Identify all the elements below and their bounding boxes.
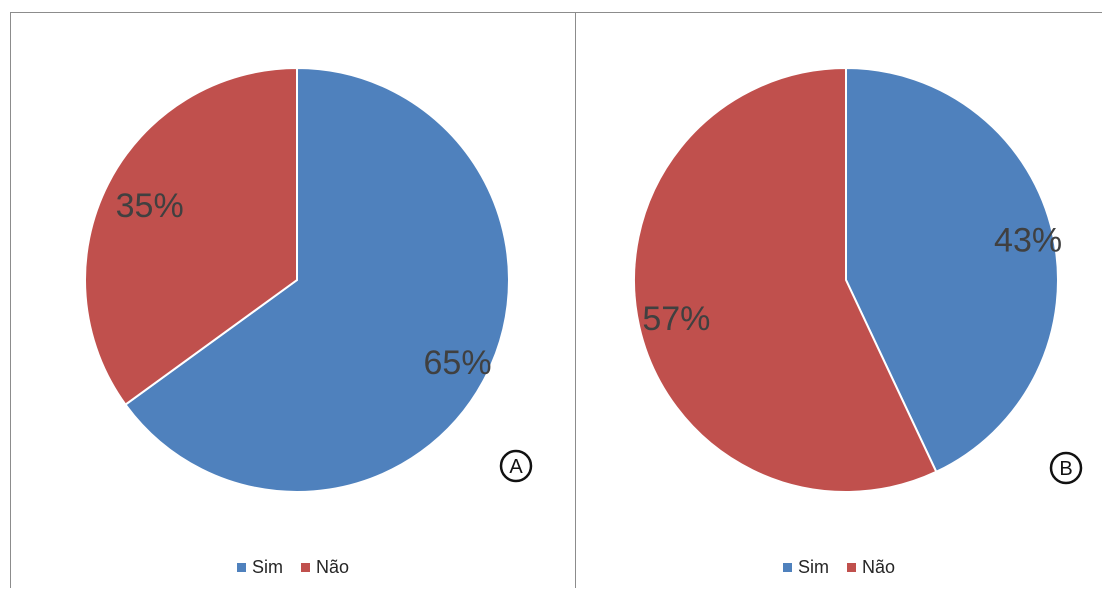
legend-b: Sim Não	[576, 557, 1102, 578]
svg-text:A: A	[509, 456, 523, 478]
data-label-nao: 35%	[116, 187, 184, 225]
legend-label-nao: Não	[315, 557, 350, 577]
pie-slice-sim	[124, 66, 510, 493]
legend-label-sim: Sim	[251, 557, 283, 577]
legend-swatch-sim	[236, 563, 246, 572]
pie-slice-nao	[84, 66, 298, 407]
pie-chart-b: 43% 57% B	[633, 66, 1083, 493]
legend-swatch-nao	[300, 563, 310, 572]
pie-chart-a: 65% 35% A	[84, 66, 533, 493]
chart-panel-b: 43% 57% B Sim Não	[575, 12, 1102, 588]
legend-item-sim: Sim	[782, 557, 829, 578]
pie-slice-sim	[845, 66, 1059, 474]
legend-swatch-nao	[846, 563, 856, 572]
data-label-sim: 65%	[424, 344, 492, 382]
legend-label-sim: Sim	[797, 557, 829, 577]
data-label-nao: 57%	[642, 300, 710, 338]
legend-label-nao: Não	[861, 557, 896, 577]
legend-swatch-sim	[782, 563, 792, 572]
data-label-sim: 43%	[994, 221, 1062, 259]
legend-item-nao: Não	[300, 557, 350, 578]
legend-item-sim: Sim	[236, 557, 283, 578]
legend-a: Sim Não	[11, 557, 575, 578]
chart-badge: B	[1049, 451, 1083, 485]
chart-panel-a: 65% 35% A Sim Não	[10, 12, 575, 588]
svg-text:B: B	[1059, 458, 1072, 480]
legend-item-nao: Não	[846, 557, 896, 578]
pie-slice-nao	[633, 66, 938, 493]
chart-badge: A	[499, 449, 533, 483]
